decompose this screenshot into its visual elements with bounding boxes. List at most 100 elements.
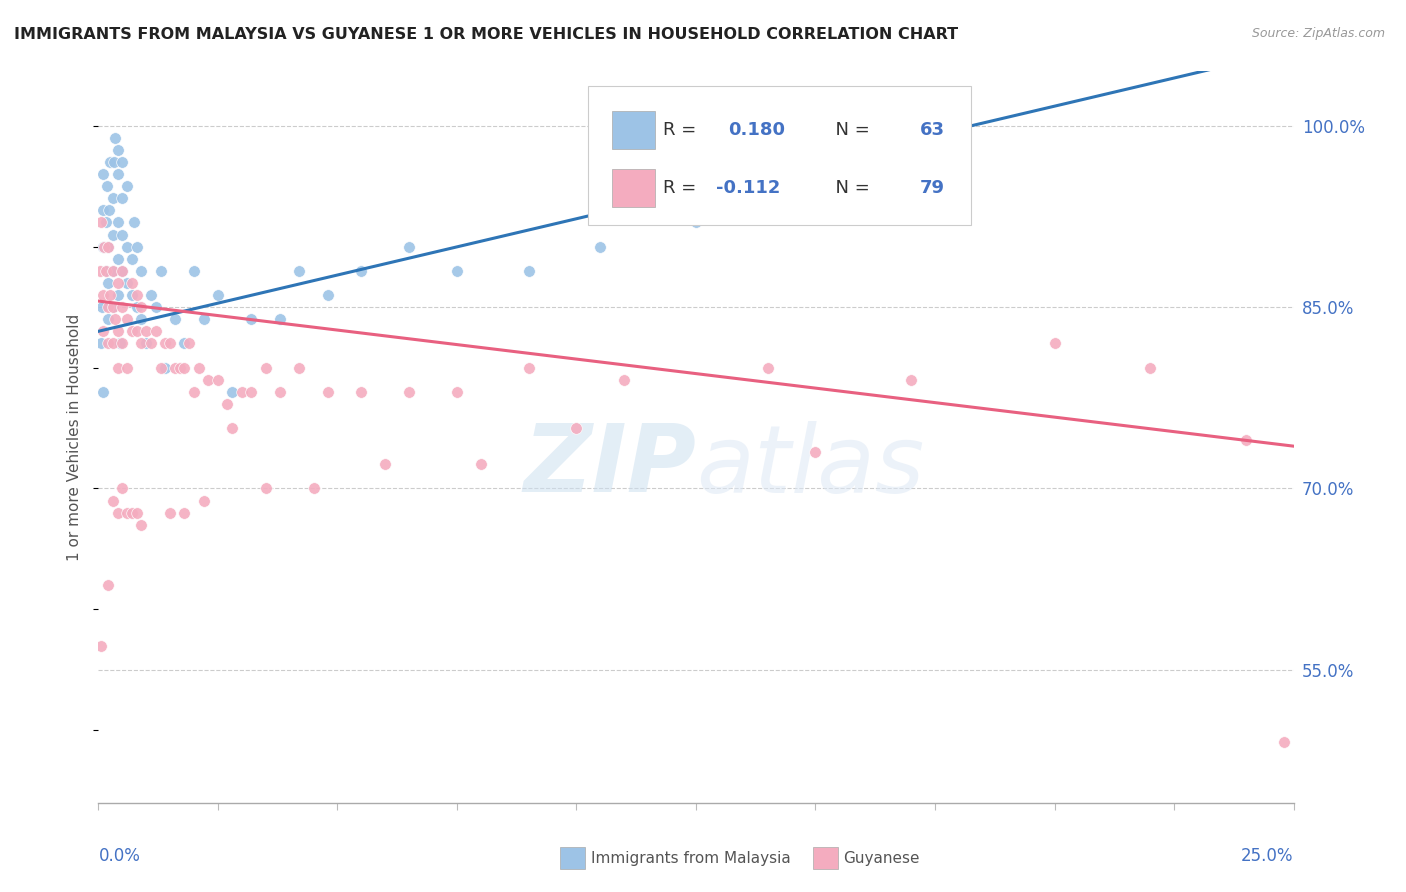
Text: Immigrants from Malaysia: Immigrants from Malaysia bbox=[591, 851, 790, 865]
Point bbox=[398, 384, 420, 399]
Point bbox=[187, 360, 209, 375]
Point bbox=[125, 506, 148, 520]
Point bbox=[98, 288, 122, 302]
Point bbox=[121, 252, 143, 266]
Point bbox=[207, 373, 229, 387]
Point bbox=[111, 482, 134, 496]
Point bbox=[169, 360, 191, 375]
Point bbox=[91, 384, 114, 399]
Point bbox=[240, 312, 263, 326]
Text: R =: R = bbox=[662, 121, 702, 139]
Point bbox=[96, 179, 118, 194]
Point bbox=[179, 336, 201, 351]
Point bbox=[115, 179, 138, 194]
Point bbox=[107, 252, 129, 266]
Point bbox=[107, 506, 129, 520]
Point bbox=[131, 264, 153, 278]
Point bbox=[900, 373, 922, 387]
Point bbox=[97, 300, 120, 314]
Point bbox=[173, 360, 195, 375]
Point bbox=[804, 445, 827, 459]
Point bbox=[121, 324, 143, 338]
Point bbox=[155, 336, 177, 351]
Point bbox=[91, 167, 114, 181]
Point bbox=[111, 155, 134, 169]
Point bbox=[101, 264, 124, 278]
Point bbox=[101, 191, 124, 205]
Point bbox=[107, 360, 129, 375]
Point bbox=[121, 506, 143, 520]
Text: N =: N = bbox=[824, 179, 876, 197]
Point bbox=[90, 336, 112, 351]
Point bbox=[101, 493, 124, 508]
Point bbox=[876, 143, 898, 157]
Point bbox=[111, 191, 134, 205]
Point bbox=[183, 384, 205, 399]
Point bbox=[613, 373, 636, 387]
Point bbox=[131, 336, 153, 351]
Point bbox=[1234, 433, 1257, 447]
Point bbox=[97, 276, 120, 290]
Point bbox=[101, 336, 124, 351]
FancyBboxPatch shape bbox=[613, 169, 655, 208]
Point bbox=[149, 360, 172, 375]
Y-axis label: 1 or more Vehicles in Household: 1 or more Vehicles in Household bbox=[67, 313, 83, 561]
Point bbox=[115, 360, 138, 375]
Point bbox=[107, 143, 129, 157]
Point bbox=[97, 203, 120, 218]
Point bbox=[115, 312, 138, 326]
Point bbox=[91, 240, 114, 254]
Point bbox=[145, 300, 167, 314]
Point bbox=[91, 300, 114, 314]
Point bbox=[91, 324, 114, 338]
Point bbox=[565, 421, 588, 435]
Point bbox=[145, 324, 167, 338]
Point bbox=[115, 276, 138, 290]
Point bbox=[302, 482, 325, 496]
Point bbox=[316, 384, 339, 399]
Point bbox=[163, 312, 186, 326]
Point bbox=[125, 300, 148, 314]
Text: 79: 79 bbox=[920, 179, 945, 197]
Point bbox=[254, 360, 277, 375]
Point bbox=[1272, 735, 1295, 749]
Point bbox=[121, 288, 143, 302]
Point bbox=[517, 360, 540, 375]
Point bbox=[193, 312, 215, 326]
Point bbox=[316, 288, 339, 302]
Point bbox=[97, 578, 120, 592]
Text: Source: ZipAtlas.com: Source: ZipAtlas.com bbox=[1251, 27, 1385, 40]
Point bbox=[115, 506, 138, 520]
Point bbox=[125, 240, 148, 254]
Point bbox=[107, 288, 129, 302]
Point bbox=[107, 324, 129, 338]
Point bbox=[104, 131, 127, 145]
Text: R =: R = bbox=[662, 179, 702, 197]
Point bbox=[163, 360, 186, 375]
Point bbox=[101, 300, 124, 314]
Point bbox=[121, 276, 143, 290]
Point bbox=[197, 373, 219, 387]
Point bbox=[231, 384, 253, 399]
Point bbox=[131, 300, 153, 314]
Point bbox=[780, 179, 803, 194]
Point bbox=[89, 264, 111, 278]
Text: Guyanese: Guyanese bbox=[844, 851, 920, 865]
Point bbox=[221, 421, 243, 435]
Point bbox=[101, 227, 124, 242]
Point bbox=[97, 240, 120, 254]
Point bbox=[135, 324, 157, 338]
Point bbox=[350, 384, 373, 399]
Point bbox=[288, 264, 311, 278]
Text: ZIP: ZIP bbox=[523, 420, 696, 512]
Point bbox=[97, 336, 120, 351]
Point bbox=[107, 215, 129, 229]
Point bbox=[1043, 336, 1066, 351]
Point bbox=[756, 360, 779, 375]
Point bbox=[374, 457, 396, 471]
Point bbox=[217, 397, 239, 411]
Point bbox=[470, 457, 492, 471]
Point bbox=[173, 336, 195, 351]
Text: IMMIGRANTS FROM MALAYSIA VS GUYANESE 1 OR MORE VEHICLES IN HOUSEHOLD CORRELATION: IMMIGRANTS FROM MALAYSIA VS GUYANESE 1 O… bbox=[14, 27, 957, 42]
Point bbox=[685, 215, 707, 229]
